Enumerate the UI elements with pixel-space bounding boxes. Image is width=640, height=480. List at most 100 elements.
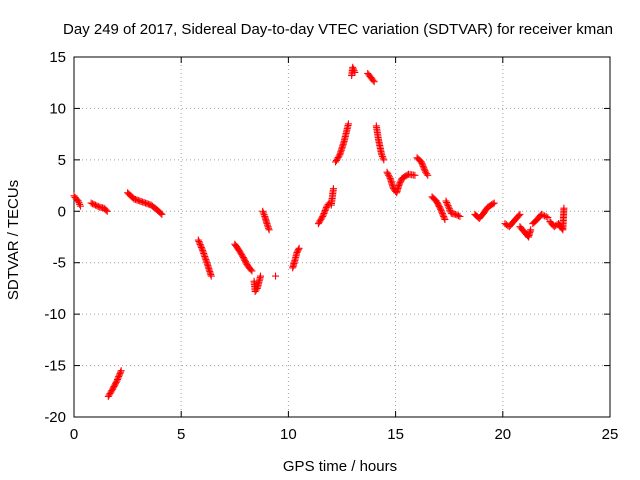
data-point	[197, 242, 205, 250]
data-point	[329, 185, 337, 193]
data-point	[259, 207, 267, 215]
data-point	[319, 212, 327, 220]
y-tick-label: 0	[58, 203, 66, 220]
data-point	[349, 63, 357, 71]
data-point	[385, 173, 393, 181]
x-tick-label: 15	[387, 426, 404, 443]
data-point	[76, 202, 84, 210]
x-tick-label: 25	[602, 426, 619, 443]
data-point	[516, 210, 524, 218]
data-point	[444, 202, 452, 210]
data-point	[320, 209, 328, 217]
data-point	[456, 212, 464, 220]
data-point	[198, 245, 206, 253]
data-point	[380, 156, 388, 164]
x-tick-label: 0	[70, 426, 78, 443]
data-point	[437, 207, 445, 215]
data-point	[527, 226, 535, 234]
data-point	[441, 216, 449, 224]
data-point	[196, 239, 204, 247]
x-tick-label: 10	[280, 426, 297, 443]
data-point	[350, 67, 358, 75]
y-tick-label: 5	[58, 152, 66, 169]
data-point	[344, 120, 352, 128]
data-point	[248, 267, 256, 275]
data-point	[379, 154, 387, 162]
data-point	[378, 151, 386, 159]
data-point	[116, 370, 124, 378]
data-point	[319, 211, 327, 219]
data-point	[423, 170, 431, 178]
axis-ticks: 0 5 10 15 20 25 -20 -15 -10 -5 0 5 10 15	[44, 49, 618, 443]
data-point	[75, 199, 83, 207]
data-point	[265, 226, 273, 234]
plot-border	[73, 56, 611, 418]
data-point	[442, 197, 450, 205]
data-point	[421, 167, 429, 175]
data-point	[322, 205, 330, 213]
data-point	[369, 76, 377, 84]
plot-frame	[73, 56, 611, 418]
data-point	[295, 244, 303, 252]
data-point	[197, 243, 205, 251]
data-point	[443, 199, 451, 207]
y-tick-label: 10	[49, 100, 66, 117]
data-point	[115, 371, 123, 379]
data-point	[349, 65, 357, 73]
data-point	[489, 200, 497, 208]
data-point	[318, 214, 326, 222]
data-point	[114, 374, 122, 382]
data-points	[70, 63, 568, 400]
data-point	[76, 200, 84, 208]
data-point	[437, 205, 445, 213]
data-point	[370, 78, 378, 86]
y-tick-label: -15	[44, 358, 66, 375]
data-point	[541, 212, 549, 220]
data-point	[194, 236, 202, 244]
data-point	[195, 238, 203, 246]
data-point	[424, 171, 432, 179]
data-point	[420, 164, 428, 172]
data-point	[113, 376, 121, 384]
chart-title: Day 249 of 2017, Sidereal Day-to-day VTE…	[63, 21, 613, 38]
data-point	[438, 208, 446, 216]
data-point	[490, 199, 498, 207]
data-point	[335, 152, 343, 160]
data-point	[443, 200, 451, 208]
data-point	[294, 246, 302, 254]
data-point	[158, 210, 166, 218]
data-point	[117, 368, 125, 376]
data-point	[322, 204, 330, 212]
y-tick-label: 15	[49, 49, 66, 66]
data-point	[454, 212, 462, 220]
data-point	[440, 213, 448, 221]
data-point	[207, 272, 215, 280]
data-point	[419, 162, 427, 170]
x-axis-label: GPS time / hours	[283, 458, 397, 475]
data-point	[196, 240, 204, 248]
data-point	[542, 213, 550, 221]
y-tick-label: -5	[53, 255, 66, 272]
data-point	[247, 266, 255, 274]
data-point	[383, 168, 391, 176]
data-point	[537, 210, 545, 218]
data-point	[103, 207, 111, 215]
data-point	[539, 211, 547, 219]
y-tick-label: -10	[44, 306, 66, 323]
data-point	[439, 211, 447, 219]
y-axis-label: SDTVAR / TECUs	[5, 180, 22, 300]
data-point	[259, 209, 267, 217]
data-point	[157, 209, 165, 217]
grid-lines	[74, 57, 610, 417]
data-point	[272, 272, 280, 280]
data-point	[321, 207, 329, 215]
data-point	[417, 158, 425, 166]
data-point	[419, 161, 427, 169]
data-point	[515, 212, 523, 220]
y-tick-label: -20	[44, 409, 66, 426]
data-point	[252, 286, 260, 294]
data-point	[384, 170, 392, 178]
data-point	[117, 367, 125, 375]
x-tick-label: 20	[494, 426, 511, 443]
